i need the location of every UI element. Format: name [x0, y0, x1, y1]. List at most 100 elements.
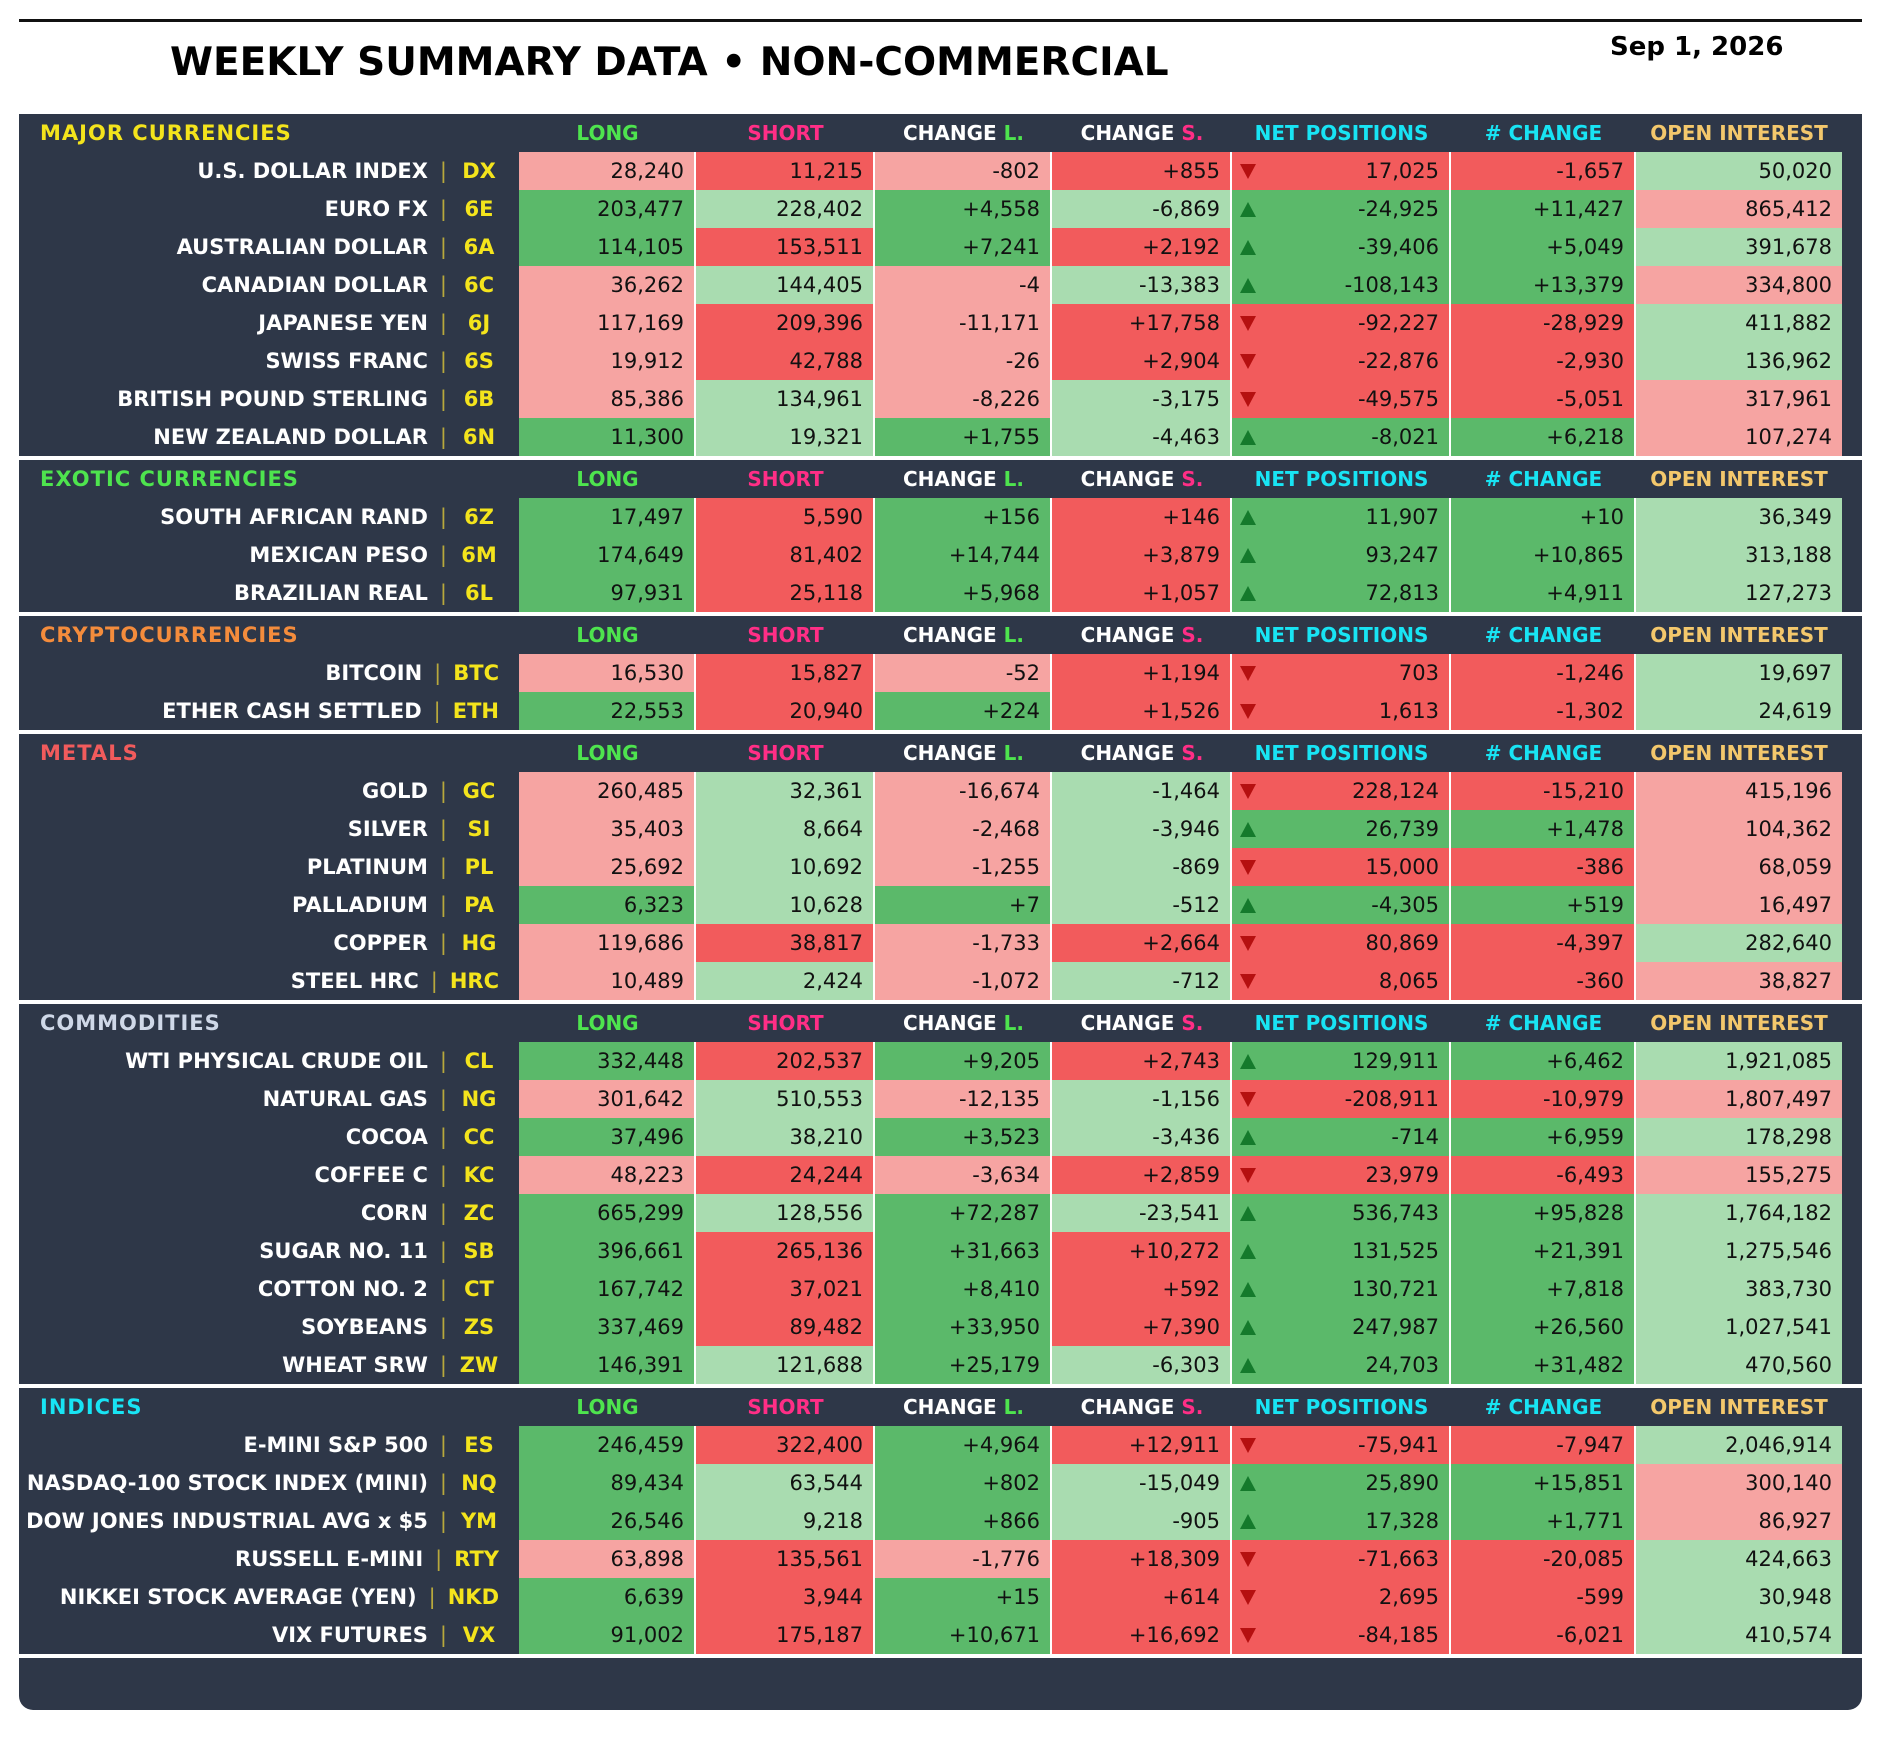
table-row: VIX FUTURES | VX 91,002 175,187 +10,671 +16,69… [19, 1616, 1862, 1654]
col-open-interest-header: OPEN INTEREST [1650, 1395, 1828, 1419]
table-row: NATURAL GAS | NG 301,642 510,553 -12,135 -1,15… [19, 1080, 1862, 1118]
open-interest-cell: 470,560 [1636, 1346, 1842, 1384]
long-cell: 35,403 [519, 810, 696, 848]
instrument-label: E-MINI S&P 500 | ES [19, 1426, 519, 1464]
change-long-cell: +156 [875, 498, 1052, 536]
instrument-code: 6S [464, 349, 494, 373]
change-long-cell: -802 [875, 152, 1052, 190]
open-interest-cell: 68,059 [1636, 848, 1842, 886]
col-header-main: CHANGE [1080, 121, 1182, 145]
num-change-cell: -360 [1451, 962, 1636, 1000]
net-value: 130,721 [1352, 1277, 1439, 1301]
net-positions-cell: 25,890 [1232, 1464, 1451, 1502]
net-positions-cell: 17,328 [1232, 1502, 1451, 1540]
num-change-cell: +6,462 [1451, 1042, 1636, 1080]
instrument-code: CT [464, 1277, 494, 1301]
trend-up-arrow-icon [1240, 547, 1256, 563]
open-interest-cell: 300,140 [1636, 1464, 1842, 1502]
net-positions-cell: -4,305 [1232, 886, 1451, 924]
long-cell: 146,391 [519, 1346, 696, 1384]
num-change-cell: +31,482 [1451, 1346, 1636, 1384]
instrument-code: ZC [463, 1201, 495, 1225]
long-cell: 37,496 [519, 1118, 696, 1156]
net-value: -84,185 [1357, 1623, 1439, 1647]
col-net-positions-header: NET POSITIONS [1254, 623, 1429, 647]
trend-up-arrow-icon [1240, 1243, 1256, 1259]
change-long-cell: -3,634 [875, 1156, 1052, 1194]
section-title: EXOTIC CURRENCIES [40, 467, 299, 491]
table-row: CANADIAN DOLLAR | 6C 36,262 144,405 -4 -13,383… [19, 266, 1862, 304]
long-cell: 91,002 [519, 1616, 696, 1654]
open-interest-cell: 136,962 [1636, 342, 1842, 380]
col-header-suffix: S. [1181, 1395, 1204, 1419]
section-cryptocurrencies: CRYPTOCURRENCIES LONG SHORT CHANGE L. CHANGE… [19, 616, 1862, 734]
instrument-name: SILVER [347, 817, 428, 841]
long-cell: 25,692 [519, 848, 696, 886]
change-long-cell: +8,410 [875, 1270, 1052, 1308]
col-header-suffix: L. [1003, 121, 1025, 145]
trend-down-arrow-icon [1240, 1091, 1256, 1107]
long-cell: 260,485 [519, 772, 696, 810]
section-header: EXOTIC CURRENCIES LONG SHORT CHANGE L. CHANG… [19, 460, 1862, 498]
col-change-long-header: CHANGE L. [875, 121, 1052, 145]
instrument-label: VIX FUTURES | VX [19, 1616, 519, 1654]
open-interest-cell: 415,196 [1636, 772, 1842, 810]
change-short-cell: +1,057 [1052, 574, 1232, 612]
instrument-code: YM [460, 1509, 498, 1533]
open-interest-cell: 410,574 [1636, 1616, 1842, 1654]
table-row: ETHER CASH SETTLED | ETH 22,553 20,940 +224 +1… [19, 692, 1862, 730]
long-cell: 97,931 [519, 574, 696, 612]
instrument-label: JAPANESE YEN | 6J [19, 304, 519, 342]
long-cell: 174,649 [519, 536, 696, 574]
num-change-cell: +13,379 [1451, 266, 1636, 304]
short-cell: 510,553 [696, 1080, 875, 1118]
instrument-name: NIKKEI STOCK AVERAGE (YEN) [59, 1585, 417, 1609]
net-value: -49,575 [1357, 387, 1439, 411]
separator: | [439, 425, 447, 449]
open-interest-cell: 411,882 [1636, 304, 1842, 342]
separator: | [439, 1125, 447, 1149]
instrument-name: COCOA [345, 1125, 428, 1149]
short-cell: 228,402 [696, 190, 875, 228]
separator: | [439, 273, 447, 297]
short-cell: 89,482 [696, 1308, 875, 1346]
net-positions-cell: 129,911 [1232, 1042, 1451, 1080]
net-positions-cell: 131,525 [1232, 1232, 1451, 1270]
long-cell: 665,299 [519, 1194, 696, 1232]
trend-up-arrow-icon [1240, 1319, 1256, 1335]
section-metals: METALS LONG SHORT CHANGE L. CHANGE S. NET POS… [19, 734, 1862, 1004]
short-cell: 20,940 [696, 692, 875, 730]
open-interest-cell: 1,764,182 [1636, 1194, 1842, 1232]
instrument-name: PLATINUM [306, 855, 428, 879]
num-change-cell: +1,771 [1451, 1502, 1636, 1540]
change-short-cell: -6,869 [1052, 190, 1232, 228]
section-title: CRYPTOCURRENCIES [40, 623, 299, 647]
trend-up-arrow-icon [1240, 1129, 1256, 1145]
open-interest-cell: 313,188 [1636, 536, 1842, 574]
table-row: DOW JONES INDUSTRIAL AVG x $5 | YM 26,546 9,… [19, 1502, 1862, 1540]
section-title: INDICES [40, 1395, 143, 1419]
col-long-header: LONG [576, 741, 639, 765]
open-interest-cell: 1,921,085 [1636, 1042, 1842, 1080]
col-num-change-header: # CHANGE [1484, 467, 1603, 491]
num-change-cell: +519 [1451, 886, 1636, 924]
num-change-cell: -15,210 [1451, 772, 1636, 810]
col-header-main: CHANGE [902, 623, 1004, 647]
long-cell: 396,661 [519, 1232, 696, 1270]
col-open-interest-header: OPEN INTEREST [1650, 121, 1828, 145]
open-interest-cell: 104,362 [1636, 810, 1842, 848]
col-net-positions-header: NET POSITIONS [1254, 467, 1429, 491]
change-short-cell: -3,436 [1052, 1118, 1232, 1156]
col-net-positions-header: NET POSITIONS [1254, 1395, 1429, 1419]
col-header-suffix: S. [1181, 623, 1204, 647]
net-positions-cell: 93,247 [1232, 536, 1451, 574]
trend-down-arrow-icon [1240, 665, 1256, 681]
net-value: -714 [1391, 1125, 1439, 1149]
change-long-cell: +4,558 [875, 190, 1052, 228]
num-change-cell: -5,051 [1451, 380, 1636, 418]
instrument-label: PALLADIUM | PA [19, 886, 519, 924]
separator: | [439, 235, 447, 259]
long-cell: 301,642 [519, 1080, 696, 1118]
num-change-cell: +95,828 [1451, 1194, 1636, 1232]
col-header-suffix: L. [1003, 1011, 1025, 1035]
